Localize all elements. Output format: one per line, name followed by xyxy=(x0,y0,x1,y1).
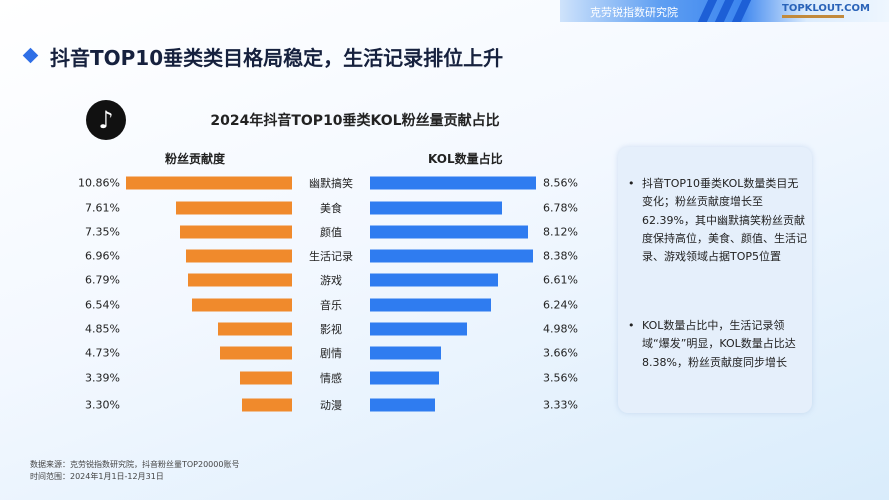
logo-underline xyxy=(782,15,844,18)
fan-contribution-label: 6.79% xyxy=(85,273,120,287)
legend-fan-contribution: 粉丝贡献度 xyxy=(165,152,226,166)
kol-share-label: 3.56% xyxy=(543,371,578,385)
kol-share-label: 6.61% xyxy=(543,273,578,287)
fan-contribution-bar xyxy=(125,176,292,190)
insight-bullet: 抖音TOP10垂类KOL数量类目无变化；粉丝贡献度增长至62.39%，其中幽默搞… xyxy=(628,175,808,266)
fan-contribution-bar xyxy=(219,346,292,360)
fan-contribution-label: 6.54% xyxy=(85,298,120,312)
fan-contribution-bar xyxy=(191,298,292,312)
category-label: 情感 xyxy=(320,372,342,385)
kol-share-bar xyxy=(370,371,440,385)
category-label: 幽默搞笑 xyxy=(309,177,353,190)
fan-contribution-bar xyxy=(188,273,292,287)
kol-share-label: 6.24% xyxy=(543,298,578,312)
fan-contribution-label: 6.96% xyxy=(85,249,120,263)
insight-bullet: KOL数量占比中，生活记录领域“爆发”明显，KOL数量占比达8.38%，粉丝贡献… xyxy=(628,317,808,372)
fan-contribution-label: 4.73% xyxy=(85,346,120,360)
category-label: 影视 xyxy=(320,323,342,336)
topklout-logo: TOPKLOUT.COM xyxy=(782,3,870,14)
fan-contribution-label: 4.85% xyxy=(85,322,120,336)
chart-title: 2024年抖音TOP10垂类KOL粉丝量贡献占比 xyxy=(210,113,500,129)
fan-contribution-bar xyxy=(241,398,292,412)
fan-contribution-bar xyxy=(185,249,292,263)
page-title: 抖音TOP10垂类类目格局稳定，生活记录排位上升 xyxy=(50,46,504,70)
kol-share-label: 3.33% xyxy=(543,398,578,412)
category-label: 动漫 xyxy=(320,399,342,412)
legend-kol-share: KOL数量占比 xyxy=(428,152,503,166)
fan-contribution-bar xyxy=(179,225,292,239)
stripe-decoration xyxy=(714,0,735,22)
insight-panel: 抖音TOP10垂类KOL数量类目无变化；粉丝贡献度增长至62.39%，其中幽默搞… xyxy=(618,147,812,413)
category-label: 美食 xyxy=(320,202,342,215)
tiktok-logo-icon: ♪ xyxy=(86,100,126,140)
kol-share-bar xyxy=(370,273,499,287)
kol-share-bar xyxy=(370,225,528,239)
category-label: 生活记录 xyxy=(309,250,353,263)
kol-share-label: 8.38% xyxy=(543,249,578,263)
fan-contribution-label: 3.30% xyxy=(85,398,120,412)
kol-share-label: 3.66% xyxy=(543,346,578,360)
kol-share-label: 6.78% xyxy=(543,201,578,215)
kol-share-label: 8.12% xyxy=(543,225,578,239)
kol-share-label: 4.98% xyxy=(543,322,578,336)
diamond-icon xyxy=(22,47,39,64)
kol-share-bar xyxy=(370,398,435,412)
time-range: 时间范围：2024年1月1日-12月31日 xyxy=(30,472,164,481)
data-source: 数据来源：克劳锐指数研究院，抖音粉丝量TOP20000账号 xyxy=(30,460,240,469)
fan-contribution-label: 7.61% xyxy=(85,201,120,215)
top-banner: 克劳锐指数研究院 TOPKLOUT.COM xyxy=(560,0,889,22)
fan-contribution-bar xyxy=(175,201,292,215)
kol-share-bar xyxy=(370,249,533,263)
stripe-decoration xyxy=(731,0,752,22)
fan-contribution-bar xyxy=(240,371,292,385)
kol-share-bar xyxy=(370,201,502,215)
stripe-decoration xyxy=(697,0,718,22)
org-name: 克劳锐指数研究院 xyxy=(590,6,678,19)
fan-contribution-label: 7.35% xyxy=(85,225,120,239)
kol-share-bar xyxy=(370,322,467,336)
category-label: 游戏 xyxy=(320,274,342,287)
category-label: 音乐 xyxy=(320,299,342,312)
kol-share-label: 8.56% xyxy=(543,176,578,190)
category-label: 剧情 xyxy=(320,347,342,360)
fan-contribution-bar xyxy=(217,322,292,336)
kol-share-bar xyxy=(370,298,492,312)
fan-contribution-label: 3.39% xyxy=(85,371,120,385)
fan-contribution-label: 10.86% xyxy=(78,176,120,190)
kol-share-bar xyxy=(370,176,537,190)
kol-share-bar xyxy=(370,346,441,360)
category-label: 颜值 xyxy=(320,226,342,239)
